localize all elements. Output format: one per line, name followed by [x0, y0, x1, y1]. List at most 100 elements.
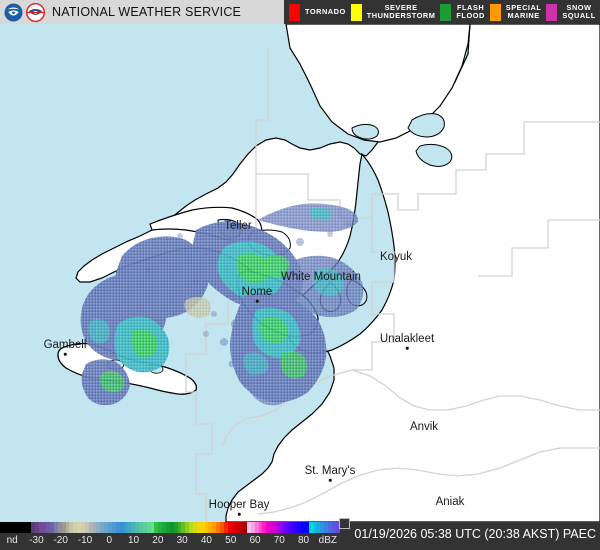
- alert-legend: TORNADO SEVERE THUNDERSTORM FLASH FLOOD SPE…: [284, 0, 600, 24]
- scale-segment: [34, 522, 39, 533]
- app-footer: nd -30 -20 -10 0 10 20 30 40 50 60 70 80 dBZ 01/19/20…: [0, 518, 600, 550]
- alert-item-flash-flood[interactable]: FLASH FLOOD: [440, 0, 484, 24]
- scale-segment: [181, 522, 186, 533]
- scale-segment: [301, 522, 305, 533]
- scale-segment: [23, 522, 28, 533]
- scale-segment: [173, 522, 178, 533]
- alert-item-tornado[interactable]: TORNADO: [289, 0, 346, 24]
- scale-segment: [316, 522, 321, 533]
- scale-segment: [19, 522, 24, 533]
- scale-segment: [11, 522, 16, 533]
- dbz-scale-labels: nd -30 -20 -10 0 10 20 30 40 50 60 70 80 dBZ: [0, 533, 340, 550]
- scale-segment: [92, 522, 97, 533]
- scale-segment: [50, 522, 55, 533]
- scale-segment: [285, 522, 290, 533]
- scale-segment: [277, 522, 282, 533]
- alert-item-special-marine[interactable]: SPECIAL MARINE: [489, 0, 542, 24]
- scale-segment: [158, 522, 163, 533]
- app-header: NATIONAL WEATHER SERVICE TORNADO SEVERE T…: [0, 0, 600, 24]
- scale-tick: 50: [225, 535, 237, 546]
- scale-segment: [81, 522, 85, 533]
- scale-segment: [297, 522, 302, 533]
- city-label-gambell: Gambell: [43, 339, 87, 351]
- scale-segment: [54, 522, 58, 533]
- city-marker: [63, 352, 67, 356]
- scale-segment: [84, 522, 89, 533]
- scale-segment: [131, 522, 136, 533]
- scale-segment: [77, 522, 82, 533]
- alert-label: FLASH FLOOD: [456, 2, 485, 20]
- scale-segment: [185, 522, 190, 533]
- scale-segment: [192, 522, 197, 533]
- alert-swatch: [289, 3, 300, 21]
- scale-segment: [42, 522, 47, 533]
- scale-segment: [250, 522, 255, 533]
- city-label-white-mountain: White Mountain: [281, 271, 361, 283]
- nws-logo[interactable]: [26, 2, 45, 22]
- map-geometry: [0, 24, 600, 522]
- alert-label: TORNADO: [305, 6, 346, 16]
- scale-segment: [312, 522, 317, 533]
- scale-segment: [247, 522, 251, 533]
- scale-segment: [281, 522, 286, 533]
- scale-segment: [320, 522, 325, 533]
- noaa-logo[interactable]: [4, 2, 23, 22]
- scale-tick: 10: [128, 535, 140, 546]
- scale-segment: [96, 522, 101, 533]
- scale-segment: [262, 522, 267, 533]
- city-label-aniak: Aniak: [435, 496, 465, 508]
- scale-segment: [162, 522, 166, 533]
- scale-segment: [73, 522, 78, 533]
- scale-segment: [293, 522, 298, 533]
- scale-segment: [57, 522, 62, 533]
- scale-segment: [165, 522, 170, 533]
- scale-segment: [100, 522, 105, 533]
- alert-label: SNOW SQUALL: [562, 2, 596, 20]
- scale-segment: [212, 522, 217, 533]
- scale-segment: [331, 522, 336, 533]
- scale-segment: [216, 522, 220, 533]
- scale-segment: [135, 522, 139, 533]
- city-marker: [405, 346, 409, 350]
- scale-segment: [127, 522, 132, 533]
- scale-segment: [123, 522, 128, 533]
- radar-map[interactable]: Teller Nome White Mountain Koyuk Unalakleet G…: [0, 24, 600, 522]
- city-marker: [255, 299, 259, 303]
- scale-segment: [88, 522, 93, 533]
- scale-segment: [7, 522, 12, 533]
- scale-segment: [142, 522, 147, 533]
- scale-segment: [146, 522, 151, 533]
- city-label-nome: Nome: [241, 286, 273, 298]
- scale-segment: [243, 522, 247, 533]
- dbz-color-scale: [0, 522, 340, 533]
- agency-title: NATIONAL WEATHER SERVICE: [52, 5, 242, 19]
- scale-segment: [200, 522, 205, 533]
- scale-tick: 20: [152, 535, 164, 546]
- scale-segment: [227, 522, 232, 533]
- scale-segment: [223, 522, 228, 533]
- alert-item-snow-squall[interactable]: SNOW SQUALL: [546, 0, 595, 24]
- city-label-teller: Teller: [224, 220, 252, 232]
- scale-tick: dBZ: [318, 535, 338, 546]
- scale-segment: [304, 522, 309, 533]
- scale-tick: 70: [273, 535, 285, 546]
- city-marker: [328, 478, 332, 482]
- scale-segment: [154, 522, 159, 533]
- scale-segment: [108, 522, 112, 533]
- scale-segment: [38, 522, 43, 533]
- radar-echoes: [80, 203, 364, 406]
- scale-segment: [104, 522, 109, 533]
- scale-segment: [27, 522, 31, 533]
- scale-segment: [266, 522, 271, 533]
- alert-item-severe-thunderstorm[interactable]: SEVERE THUNDERSTORM: [350, 0, 436, 24]
- scale-segment: [335, 522, 340, 533]
- scale-segment: [150, 522, 155, 533]
- scale-segment: [189, 522, 193, 533]
- scale-segment: [254, 522, 259, 533]
- scale-segment: [328, 522, 332, 533]
- scale-segment: [169, 522, 174, 533]
- scale-segment: [177, 522, 182, 533]
- city-label-koyuk: Koyuk: [380, 251, 412, 263]
- scale-segment: [3, 522, 8, 533]
- header-branding: NATIONAL WEATHER SERVICE: [0, 0, 284, 24]
